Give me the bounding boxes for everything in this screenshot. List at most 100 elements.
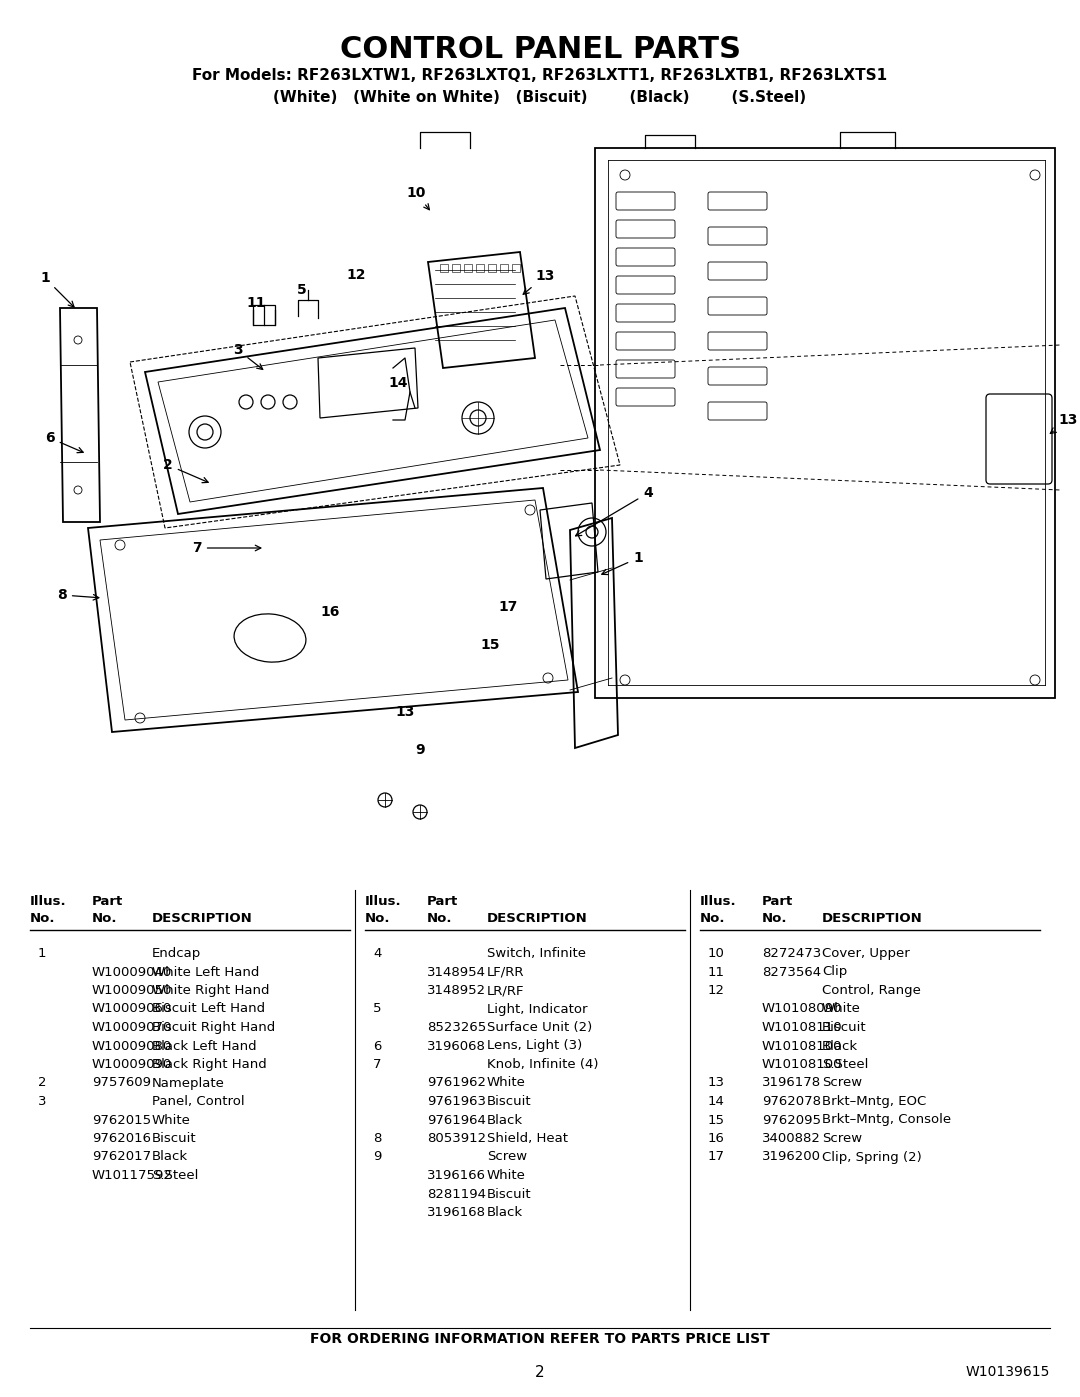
Text: 13: 13 — [708, 1077, 725, 1090]
Text: 15: 15 — [481, 638, 500, 652]
Text: Endcap: Endcap — [152, 947, 201, 960]
Text: LR/RF: LR/RF — [487, 983, 525, 997]
Bar — [253, 305, 275, 326]
Text: W10009070: W10009070 — [92, 1021, 173, 1034]
Text: 6: 6 — [45, 432, 83, 453]
Text: No.: No. — [700, 912, 726, 925]
Text: 5: 5 — [373, 1003, 381, 1016]
Bar — [476, 264, 484, 272]
Text: Surface Unit (2): Surface Unit (2) — [487, 1021, 592, 1034]
Text: 2: 2 — [163, 458, 208, 483]
Text: No.: No. — [427, 912, 453, 925]
Text: Illus.: Illus. — [700, 895, 737, 908]
Text: 8281194: 8281194 — [427, 1187, 486, 1200]
Text: 7: 7 — [373, 1058, 381, 1071]
Bar — [440, 264, 448, 272]
Text: LF/RR: LF/RR — [487, 965, 525, 978]
Text: Black: Black — [822, 1039, 859, 1052]
Text: 1: 1 — [38, 947, 46, 960]
Text: 8053912: 8053912 — [427, 1132, 486, 1146]
Text: W10139615: W10139615 — [966, 1365, 1050, 1379]
Text: CONTROL PANEL PARTS: CONTROL PANEL PARTS — [339, 35, 741, 64]
Text: W10108090: W10108090 — [762, 1003, 842, 1016]
Text: 9762017: 9762017 — [92, 1151, 151, 1164]
Text: White Left Hand: White Left Hand — [152, 965, 259, 978]
Text: 15: 15 — [708, 1113, 725, 1126]
Text: No.: No. — [30, 912, 55, 925]
Text: 3196166: 3196166 — [427, 1169, 486, 1182]
Text: Clip, Spring (2): Clip, Spring (2) — [822, 1151, 921, 1164]
Text: S.Steel: S.Steel — [152, 1169, 199, 1182]
Text: 6: 6 — [373, 1039, 381, 1052]
Text: 3196168: 3196168 — [427, 1206, 486, 1220]
Text: 9761963: 9761963 — [427, 1095, 486, 1108]
Text: 3148952: 3148952 — [427, 983, 486, 997]
Text: 9: 9 — [415, 743, 424, 757]
Text: 9762078: 9762078 — [762, 1095, 821, 1108]
Text: W10009040: W10009040 — [92, 965, 172, 978]
Text: Illus.: Illus. — [30, 895, 67, 908]
Text: 16: 16 — [321, 605, 340, 619]
Text: Black: Black — [487, 1206, 523, 1220]
Text: 10: 10 — [708, 947, 725, 960]
Bar — [488, 264, 496, 272]
Text: No.: No. — [762, 912, 787, 925]
Text: Cover, Upper: Cover, Upper — [822, 947, 909, 960]
Text: 9762016: 9762016 — [92, 1132, 151, 1146]
Text: 3: 3 — [233, 344, 262, 369]
Text: Shield, Heat: Shield, Heat — [487, 1132, 568, 1146]
Text: 8273564: 8273564 — [762, 965, 821, 978]
Text: Lens, Light (3): Lens, Light (3) — [487, 1039, 582, 1052]
Text: 3400882: 3400882 — [762, 1132, 821, 1146]
Text: White: White — [152, 1113, 191, 1126]
Text: S.Steel: S.Steel — [822, 1058, 868, 1071]
Text: Black Right Hand: Black Right Hand — [152, 1058, 267, 1071]
Text: 2: 2 — [536, 1365, 544, 1380]
Text: 1: 1 — [40, 271, 75, 307]
Text: 8: 8 — [57, 588, 99, 602]
Text: Biscuit Left Hand: Biscuit Left Hand — [152, 1003, 265, 1016]
Text: W10117592: W10117592 — [92, 1169, 173, 1182]
Text: White: White — [822, 1003, 861, 1016]
Text: White Right Hand: White Right Hand — [152, 983, 270, 997]
Text: W10009060: W10009060 — [92, 1003, 172, 1016]
Text: 4: 4 — [576, 486, 653, 536]
Bar — [453, 264, 460, 272]
Text: 14: 14 — [388, 376, 408, 390]
Text: Screw: Screw — [822, 1132, 862, 1146]
Text: 9762015: 9762015 — [92, 1113, 151, 1126]
Text: Screw: Screw — [487, 1151, 527, 1164]
Text: 3148954: 3148954 — [427, 965, 486, 978]
Text: White: White — [487, 1077, 526, 1090]
Text: 3196068: 3196068 — [427, 1039, 486, 1052]
Text: Switch, Infinite: Switch, Infinite — [487, 947, 586, 960]
Text: FOR ORDERING INFORMATION REFER TO PARTS PRICE LIST: FOR ORDERING INFORMATION REFER TO PARTS … — [310, 1331, 770, 1345]
Text: Biscuit Right Hand: Biscuit Right Hand — [152, 1021, 275, 1034]
Text: W10108100: W10108100 — [762, 1058, 842, 1071]
Text: 4: 4 — [373, 947, 381, 960]
Text: DESCRIPTION: DESCRIPTION — [822, 912, 922, 925]
Bar — [512, 264, 519, 272]
Text: Biscuit: Biscuit — [487, 1095, 531, 1108]
Text: 7: 7 — [192, 541, 261, 555]
Text: Part: Part — [92, 895, 123, 908]
Text: 9757609: 9757609 — [92, 1077, 151, 1090]
Text: 3196178: 3196178 — [762, 1077, 821, 1090]
Text: 16: 16 — [708, 1132, 725, 1146]
Bar — [464, 264, 472, 272]
Text: Black: Black — [487, 1113, 523, 1126]
Text: 3196200: 3196200 — [762, 1151, 821, 1164]
Text: Brkt–Mntg, EOC: Brkt–Mntg, EOC — [822, 1095, 927, 1108]
Text: 13: 13 — [1051, 414, 1078, 433]
Text: Light, Indicator: Light, Indicator — [487, 1003, 588, 1016]
Text: 8: 8 — [373, 1132, 381, 1146]
Text: 9761962: 9761962 — [427, 1077, 486, 1090]
Text: 11: 11 — [246, 296, 266, 310]
Text: No.: No. — [92, 912, 118, 925]
Text: Nameplate: Nameplate — [152, 1077, 225, 1090]
Text: 8272473: 8272473 — [762, 947, 821, 960]
Text: 12: 12 — [708, 983, 725, 997]
Text: Brkt–Mntg, Console: Brkt–Mntg, Console — [822, 1113, 951, 1126]
Bar — [500, 264, 508, 272]
Text: 3: 3 — [38, 1095, 46, 1108]
